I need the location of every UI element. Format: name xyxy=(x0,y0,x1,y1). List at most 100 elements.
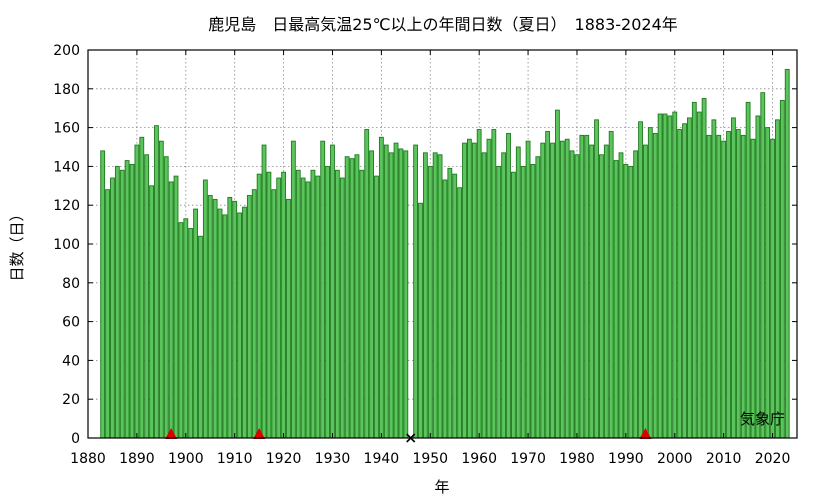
bar-1940 xyxy=(378,136,384,439)
bar-2007 xyxy=(706,134,712,439)
bar-1902 xyxy=(193,208,198,439)
bar-1933 xyxy=(344,156,350,439)
y-tick-label: 0 xyxy=(71,431,80,447)
bar-1916 xyxy=(261,144,267,439)
bar-1980 xyxy=(574,154,580,439)
bar-1953 xyxy=(442,179,448,439)
bar-1936 xyxy=(359,169,365,439)
chart-title: 鹿児島 日最高気温25℃以上の年間日数（夏日） 1883-2024年 xyxy=(208,15,678,34)
bar-1962 xyxy=(486,138,492,439)
bar-2020 xyxy=(770,138,775,439)
bar-1971 xyxy=(530,164,536,439)
y-tick-label: 200 xyxy=(53,43,80,59)
bar-1945 xyxy=(403,150,409,439)
bar-1887 xyxy=(119,169,125,439)
x-tick-label: 1940 xyxy=(364,451,400,467)
y-tick-label: 180 xyxy=(53,82,80,98)
bar-1921 xyxy=(286,198,291,439)
bar-2023 xyxy=(784,68,790,439)
x-axis-ticks: 1880 1890 1900 1910 1920 1930 1940 1950 1960 1970… xyxy=(70,50,790,467)
bar-1941 xyxy=(383,144,389,439)
bar-1912 xyxy=(242,206,247,439)
bar-1897 xyxy=(168,181,174,439)
bar-1950 xyxy=(427,165,433,439)
bar-1927 xyxy=(315,175,321,439)
x-tick-label: 1960 xyxy=(461,451,497,467)
bar-1907 xyxy=(217,208,223,439)
y-tick-label: 20 xyxy=(62,392,80,408)
bar-2004 xyxy=(691,101,697,439)
bar-1957 xyxy=(462,142,467,439)
bar-1956 xyxy=(457,187,463,439)
bar-2012 xyxy=(731,117,736,439)
bar-1995 xyxy=(647,127,653,439)
bar-1967 xyxy=(510,171,516,439)
bar-1885 xyxy=(110,177,115,439)
bar-1977 xyxy=(559,140,565,439)
bar-1984 xyxy=(594,119,599,439)
bar-1952 xyxy=(437,154,443,439)
credit-label: 気象庁 xyxy=(740,410,785,428)
bar-1899 xyxy=(178,222,184,439)
bar-1917 xyxy=(266,171,272,439)
bar-1911 xyxy=(237,212,242,439)
bar-1918 xyxy=(271,189,277,439)
bar-2021 xyxy=(775,119,780,439)
bar-2017 xyxy=(755,115,761,439)
y-tick-label: 140 xyxy=(53,159,80,175)
bar-1973 xyxy=(540,142,546,439)
y-tick-label: 40 xyxy=(62,353,80,369)
bar-1985 xyxy=(599,154,604,439)
marker-triangle-1994 xyxy=(639,428,652,439)
bar-1932 xyxy=(339,177,345,439)
bar-1968 xyxy=(515,146,521,439)
bar-1939 xyxy=(374,175,379,439)
x-tick-label: 1980 xyxy=(559,451,595,467)
bar-1928 xyxy=(320,140,326,439)
bar-1901 xyxy=(188,228,194,439)
marker-triangle-1915 xyxy=(253,428,266,439)
bar-1909 xyxy=(227,196,233,439)
x-tick-label: 2000 xyxy=(657,451,693,467)
bar-1979 xyxy=(569,150,575,439)
bar-1903 xyxy=(198,235,203,439)
bar-2006 xyxy=(701,98,707,439)
bar-1992 xyxy=(633,150,639,439)
bar-1938 xyxy=(369,150,375,439)
bar-2003 xyxy=(687,117,692,439)
x-tick-label: 1880 xyxy=(70,451,106,467)
bar-1922 xyxy=(290,140,296,439)
bar-1910 xyxy=(232,200,238,439)
bar-1920 xyxy=(281,171,286,439)
y-tick-label: 80 xyxy=(62,276,80,292)
bar-1944 xyxy=(398,148,404,439)
bar-2000 xyxy=(672,111,678,439)
bar-1954 xyxy=(447,167,453,439)
bar-2009 xyxy=(716,134,722,439)
bar-2022 xyxy=(779,99,785,439)
bar-1889 xyxy=(129,164,135,439)
bar-1993 xyxy=(638,121,643,439)
y-axis-label: 日数（日） xyxy=(8,206,26,281)
bar-1931 xyxy=(334,169,340,439)
bar-1923 xyxy=(295,169,301,439)
bar-1898 xyxy=(173,175,179,439)
bar-1959 xyxy=(471,142,477,439)
bar-1982 xyxy=(584,134,590,439)
bar-1998 xyxy=(662,113,668,439)
bar-2005 xyxy=(696,111,702,439)
bar-1961 xyxy=(481,152,487,439)
bar-1919 xyxy=(276,177,282,439)
bar-2018 xyxy=(760,92,766,439)
x-tick-label: 1950 xyxy=(412,451,448,467)
bar-1925 xyxy=(305,181,311,439)
bar-1975 xyxy=(550,142,555,439)
bar-1935 xyxy=(354,154,360,439)
bar-1890 xyxy=(134,144,140,439)
bar-1969 xyxy=(520,165,526,439)
bar-1904 xyxy=(202,179,208,439)
bar-1978 xyxy=(564,138,570,439)
bar-1942 xyxy=(388,152,394,439)
bar-2019 xyxy=(765,127,771,439)
